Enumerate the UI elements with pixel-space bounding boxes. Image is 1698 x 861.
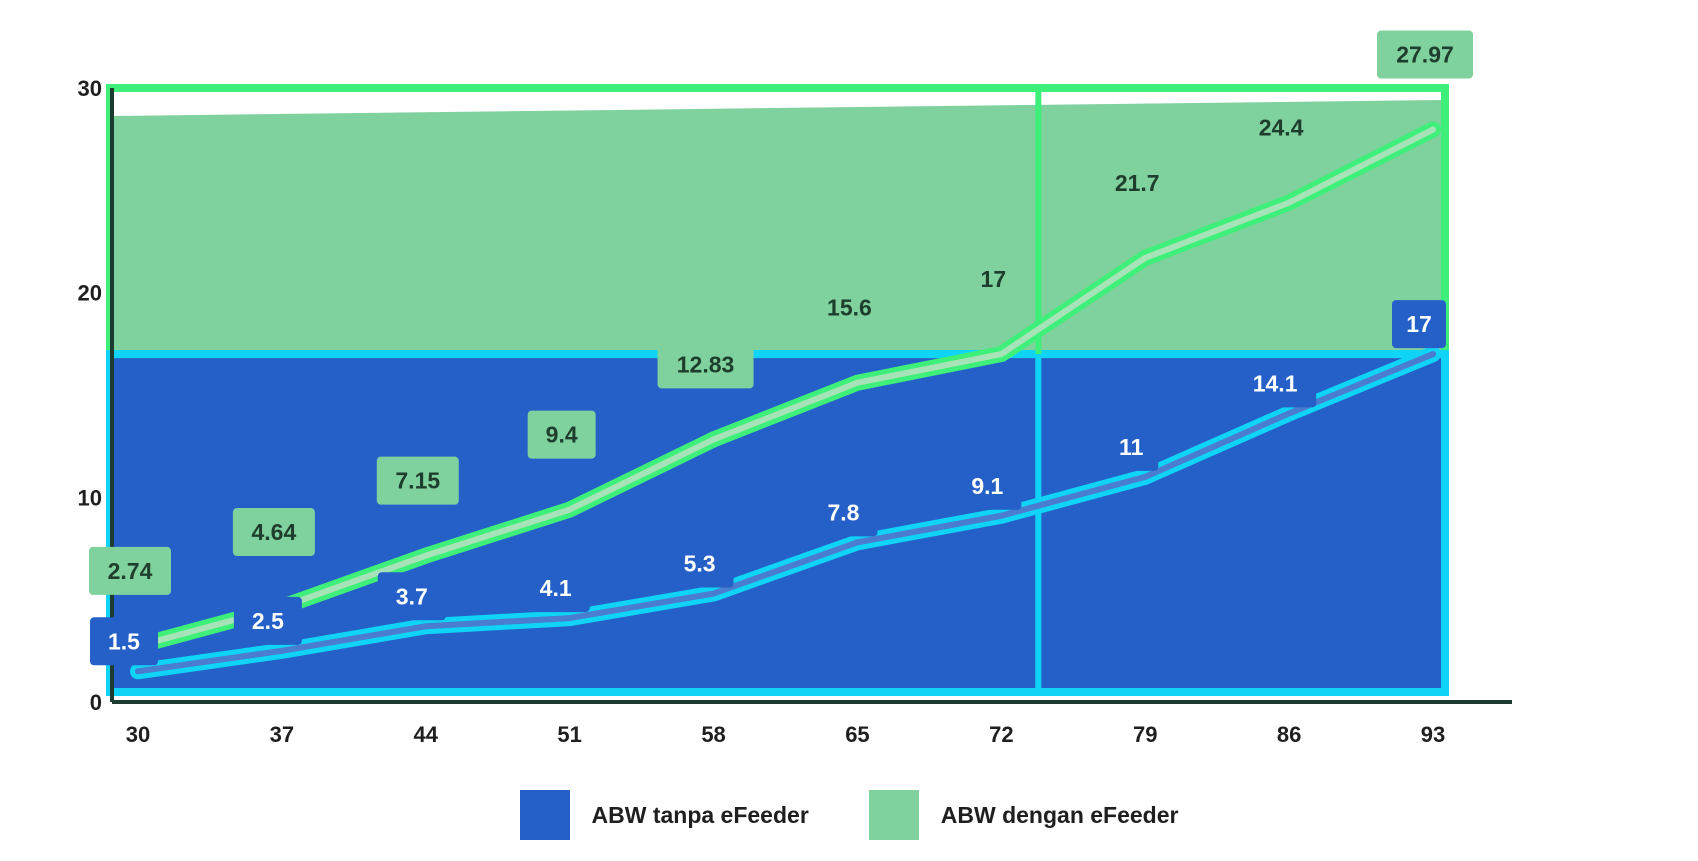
- series-line: [135, 351, 1436, 675]
- data-label-box: [1377, 30, 1473, 79]
- y-tick-label: 20: [78, 281, 102, 306]
- data-label-box: [1104, 422, 1159, 471]
- series-lines: [130, 121, 1441, 680]
- axes: [110, 88, 1512, 704]
- data-label: 3.7: [396, 583, 428, 609]
- data-label: 7.8: [827, 499, 859, 525]
- data-label-box: [1096, 158, 1179, 207]
- data-label-box: [90, 617, 158, 666]
- x-tick-label: 58: [701, 722, 725, 747]
- data-label: 24.4: [1259, 115, 1304, 141]
- data-labels: 1.5 2.5 3.7 4.1 5.3 7.8 9.1 11 14.1 17 2.74 4.64 7.1…: [89, 30, 1473, 666]
- legend-label-dengan: ABW dengan eFeeder: [940, 801, 1179, 828]
- series-point: [1430, 126, 1436, 133]
- series-point: [1142, 254, 1149, 261]
- data-label: 4.1: [540, 575, 572, 601]
- y-tick-label: 30: [78, 76, 102, 101]
- series-point: [278, 647, 285, 654]
- series-point: [854, 379, 861, 386]
- data-label: 27.97: [1396, 42, 1454, 68]
- data-label: 17: [981, 266, 1007, 292]
- data-label: 2.5: [252, 608, 284, 634]
- data-label-box: [377, 572, 446, 621]
- legend-label-tanpa: ABW tanpa eFeeder: [591, 801, 809, 828]
- data-label: 12.83: [677, 351, 735, 377]
- x-tick-labels: 30 37 44 51 58 65 72 79 86 93: [126, 722, 1445, 747]
- data-label-box: [953, 461, 1022, 510]
- series-point: [1286, 410, 1293, 417]
- data-label: 9.4: [546, 422, 578, 448]
- x-tick-label: 30: [126, 722, 150, 747]
- y-tick-label: 0: [90, 690, 102, 715]
- data-label: 5.3: [684, 551, 716, 577]
- series-point: [566, 506, 573, 513]
- data-label-box: [89, 546, 171, 595]
- legend-item-tanpa[interactable]: ABW tanpa eFeeder: [519, 790, 809, 840]
- data-label-box: [665, 539, 734, 588]
- data-label: 4.64: [252, 519, 297, 545]
- data-label-box: [233, 596, 302, 645]
- data-label: 21.7: [1115, 170, 1160, 196]
- data-label-box: [809, 488, 878, 537]
- series-point: [566, 615, 573, 622]
- x-tick-label: 86: [1277, 722, 1301, 747]
- y-tick-labels: 0 10 20 30: [78, 76, 102, 715]
- data-label-box: [527, 410, 596, 459]
- series-point: [422, 552, 429, 559]
- data-label-box: [1392, 300, 1446, 349]
- x-tick-label: 51: [557, 722, 581, 747]
- data-label: 9.1: [971, 473, 1003, 499]
- data-label-box: [376, 456, 459, 505]
- series-point: [998, 351, 1005, 358]
- data-label-box: [232, 508, 315, 557]
- x-tick-label: 65: [845, 722, 869, 747]
- data-label: 7.15: [395, 468, 440, 494]
- series-point: [1430, 351, 1436, 358]
- series-point: [422, 623, 429, 630]
- data-label: 1.5: [108, 628, 140, 654]
- x-tick-label: 37: [270, 722, 294, 747]
- data-label: 15.6: [827, 295, 872, 321]
- series-point: [1142, 473, 1149, 480]
- series-point: [710, 590, 717, 597]
- series-point: [854, 539, 861, 546]
- legend-item-dengan[interactable]: ABW dengan eFeeder: [868, 790, 1179, 840]
- data-label: 11: [1119, 434, 1144, 460]
- data-label-box: [1240, 103, 1323, 152]
- series-point: [710, 436, 717, 443]
- x-tick-label: 44: [414, 722, 439, 747]
- data-label: 14.1: [1253, 370, 1298, 396]
- series-point: [998, 512, 1005, 519]
- y-tick-label: 10: [78, 485, 102, 510]
- x-tick-label: 93: [1421, 722, 1445, 747]
- x-tick-label: 79: [1133, 722, 1157, 747]
- legend: ABW tanpa eFeeder ABW dengan eFeeder: [0, 790, 1698, 840]
- data-label-box: [966, 255, 1021, 304]
- series-line: [135, 126, 1436, 649]
- data-label-box: [657, 340, 754, 389]
- data-label-box: [808, 283, 891, 332]
- data-label: 17: [1406, 311, 1432, 337]
- band-dengan-top-edge: [112, 88, 1443, 116]
- x-tick-label: 72: [989, 722, 1013, 747]
- data-label-box: [521, 564, 590, 613]
- data-label-box: [1234, 359, 1317, 408]
- series-point: [135, 668, 141, 675]
- legend-swatch-dengan: [868, 790, 919, 840]
- data-label: 2.74: [108, 558, 153, 584]
- series-point: [1286, 199, 1293, 206]
- legend-swatch-tanpa: [519, 790, 570, 840]
